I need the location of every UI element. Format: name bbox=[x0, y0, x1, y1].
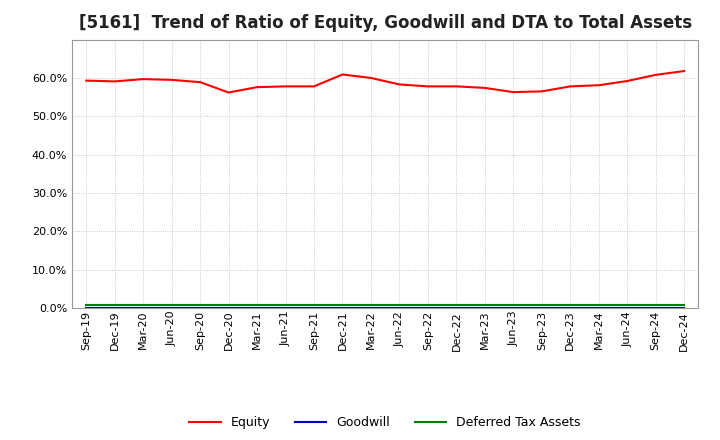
Equity bbox=[282, 84, 290, 89]
Deferred Tax Assets bbox=[225, 302, 233, 308]
Deferred Tax Assets bbox=[310, 302, 318, 308]
Equity bbox=[652, 72, 660, 77]
Goodwill bbox=[366, 305, 375, 310]
Deferred Tax Assets bbox=[110, 302, 119, 308]
Deferred Tax Assets bbox=[395, 302, 404, 308]
Goodwill bbox=[509, 305, 518, 310]
Deferred Tax Assets bbox=[652, 302, 660, 308]
Equity bbox=[82, 78, 91, 83]
Goodwill bbox=[452, 305, 461, 310]
Equity bbox=[253, 84, 261, 90]
Goodwill bbox=[139, 305, 148, 310]
Line: Equity: Equity bbox=[86, 71, 684, 92]
Equity bbox=[338, 72, 347, 77]
Deferred Tax Assets bbox=[537, 302, 546, 308]
Deferred Tax Assets bbox=[253, 302, 261, 308]
Equity bbox=[480, 85, 489, 91]
Goodwill bbox=[395, 305, 404, 310]
Equity bbox=[167, 77, 176, 82]
Equity bbox=[139, 77, 148, 82]
Legend: Equity, Goodwill, Deferred Tax Assets: Equity, Goodwill, Deferred Tax Assets bbox=[189, 416, 581, 429]
Goodwill bbox=[196, 305, 204, 310]
Goodwill bbox=[480, 305, 489, 310]
Equity bbox=[225, 90, 233, 95]
Equity bbox=[566, 84, 575, 89]
Goodwill bbox=[110, 305, 119, 310]
Equity bbox=[423, 84, 432, 89]
Goodwill bbox=[225, 305, 233, 310]
Goodwill bbox=[310, 305, 318, 310]
Equity bbox=[452, 84, 461, 89]
Equity bbox=[623, 78, 631, 84]
Goodwill bbox=[595, 305, 603, 310]
Deferred Tax Assets bbox=[139, 302, 148, 308]
Equity bbox=[110, 79, 119, 84]
Deferred Tax Assets bbox=[452, 302, 461, 308]
Deferred Tax Assets bbox=[595, 302, 603, 308]
Deferred Tax Assets bbox=[566, 302, 575, 308]
Equity bbox=[310, 84, 318, 89]
Equity bbox=[366, 75, 375, 81]
Equity bbox=[537, 89, 546, 94]
Goodwill bbox=[423, 305, 432, 310]
Equity bbox=[509, 89, 518, 95]
Goodwill bbox=[82, 305, 91, 310]
Deferred Tax Assets bbox=[82, 302, 91, 308]
Deferred Tax Assets bbox=[680, 302, 688, 308]
Deferred Tax Assets bbox=[623, 302, 631, 308]
Goodwill bbox=[253, 305, 261, 310]
Deferred Tax Assets bbox=[338, 302, 347, 308]
Deferred Tax Assets bbox=[480, 302, 489, 308]
Goodwill bbox=[167, 305, 176, 310]
Equity bbox=[680, 68, 688, 73]
Deferred Tax Assets bbox=[423, 302, 432, 308]
Goodwill bbox=[566, 305, 575, 310]
Title: [5161]  Trend of Ratio of Equity, Goodwill and DTA to Total Assets: [5161] Trend of Ratio of Equity, Goodwil… bbox=[78, 15, 692, 33]
Deferred Tax Assets bbox=[366, 302, 375, 308]
Goodwill bbox=[282, 305, 290, 310]
Equity bbox=[595, 83, 603, 88]
Deferred Tax Assets bbox=[282, 302, 290, 308]
Equity bbox=[395, 82, 404, 87]
Deferred Tax Assets bbox=[509, 302, 518, 308]
Goodwill bbox=[338, 305, 347, 310]
Deferred Tax Assets bbox=[196, 302, 204, 308]
Deferred Tax Assets bbox=[167, 302, 176, 308]
Equity bbox=[196, 80, 204, 85]
Goodwill bbox=[652, 305, 660, 310]
Goodwill bbox=[537, 305, 546, 310]
Goodwill bbox=[680, 305, 688, 310]
Goodwill bbox=[623, 305, 631, 310]
